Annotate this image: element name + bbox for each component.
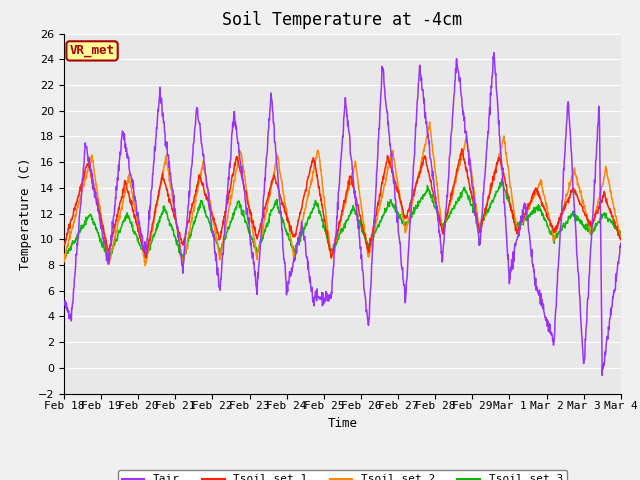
Title: Soil Temperature at -4cm: Soil Temperature at -4cm — [223, 11, 462, 29]
Legend: Tair, Tsoil set 1, Tsoil set 2, Tsoil set 3: Tair, Tsoil set 1, Tsoil set 2, Tsoil se… — [118, 470, 567, 480]
X-axis label: Time: Time — [328, 417, 357, 430]
Y-axis label: Temperature (C): Temperature (C) — [19, 157, 32, 270]
Text: VR_met: VR_met — [70, 44, 115, 58]
